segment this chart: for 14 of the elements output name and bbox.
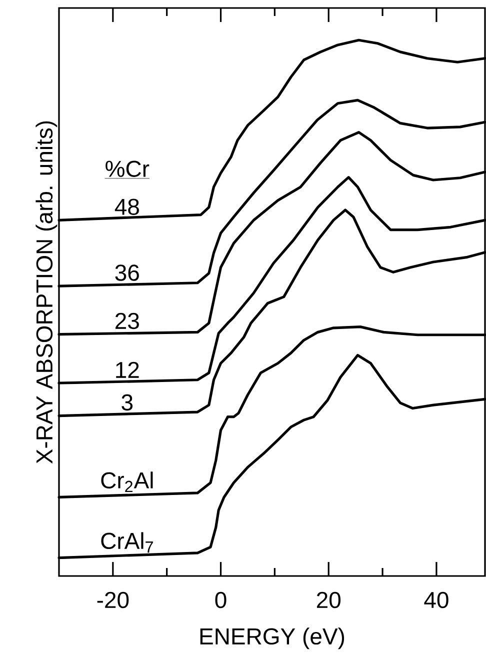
- x-tick-label: 20: [316, 592, 341, 608]
- series-label: 12: [116, 362, 139, 378]
- series-label: 36: [115, 264, 139, 281]
- x-tick-label: 40: [424, 592, 448, 608]
- series-label: CrAl$_{7}$: [101, 532, 153, 553]
- x-tick-label: -20: [97, 592, 129, 608]
- x-tick-label: 0: [215, 592, 226, 608]
- x-axis-title: ENERGY (eV): [200, 628, 344, 650]
- series-label: Cr$_{2}$Al: [101, 472, 153, 492]
- y-axis-title: X-RAY ABSORPTION (arb. units): [36, 121, 58, 464]
- legend-label: 48: [114, 198, 139, 215]
- legend-title: %Cr: [106, 160, 150, 177]
- series-label: 23: [116, 312, 139, 330]
- series-label: 3: [122, 394, 133, 411]
